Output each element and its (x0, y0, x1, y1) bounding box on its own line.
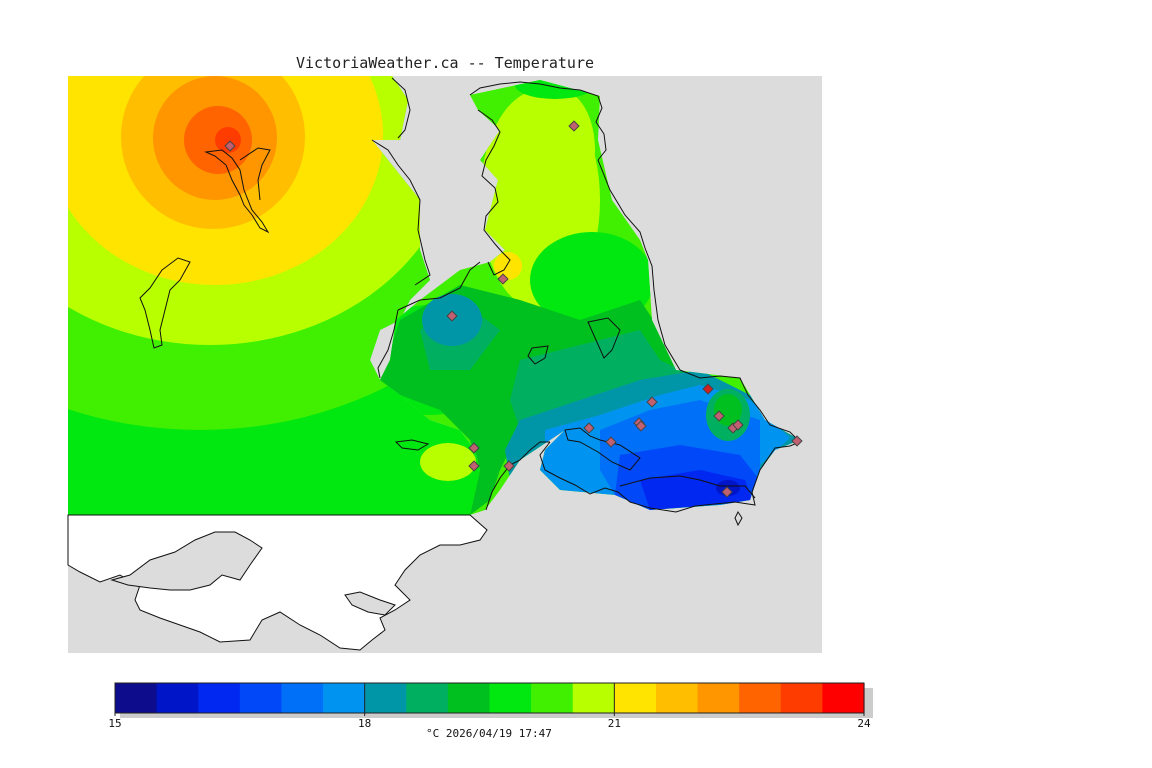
legend-band (614, 683, 657, 713)
legend-band (364, 683, 407, 713)
station-marker (568, 120, 580, 132)
legend-band (739, 683, 782, 713)
legend-tick-label: 21 (608, 717, 621, 730)
station-marker (497, 273, 509, 285)
map-title: VictoriaWeather.ca -- Temperature (296, 54, 595, 72)
legend-band (156, 683, 199, 713)
station-marker (446, 310, 458, 322)
legend-footer: °C 2026/04/19 17:47 (426, 727, 552, 740)
legend-band (489, 683, 532, 713)
station-marker (605, 436, 617, 448)
inlet-south-2 (344, 591, 396, 616)
legend-band (239, 683, 283, 713)
station-marker (721, 486, 733, 498)
legend-band (572, 683, 615, 713)
legend-ticks: 15 18 21 24 (108, 683, 871, 730)
legend-band (115, 683, 158, 713)
legend-band (780, 683, 823, 713)
weather-stations (224, 120, 803, 498)
legend-band (406, 683, 449, 713)
station-marker (732, 419, 744, 431)
station-marker (646, 396, 658, 408)
legend-band (323, 683, 366, 713)
station-marker (503, 460, 515, 472)
legend-band (655, 683, 699, 713)
legend-band (822, 683, 865, 713)
station-marker (583, 422, 595, 434)
station-marker (791, 435, 803, 447)
legend-tick-label: 18 (358, 717, 371, 730)
legend-color-bar (115, 683, 865, 713)
station-marker (224, 140, 236, 152)
coastlines (139, 77, 801, 527)
station-marker-hot (702, 383, 714, 395)
station-marker (635, 420, 647, 432)
station-marker (468, 442, 480, 454)
inlet-south (110, 531, 263, 591)
legend-tick-label: 15 (108, 717, 121, 730)
legend-tick-label: 24 (857, 717, 871, 730)
legend-band (447, 683, 491, 713)
legend-band (198, 683, 241, 713)
legend-band (697, 683, 740, 713)
station-marker (468, 460, 480, 472)
legend-band (531, 683, 574, 713)
legend-band (281, 683, 324, 713)
station-marker (713, 410, 725, 422)
